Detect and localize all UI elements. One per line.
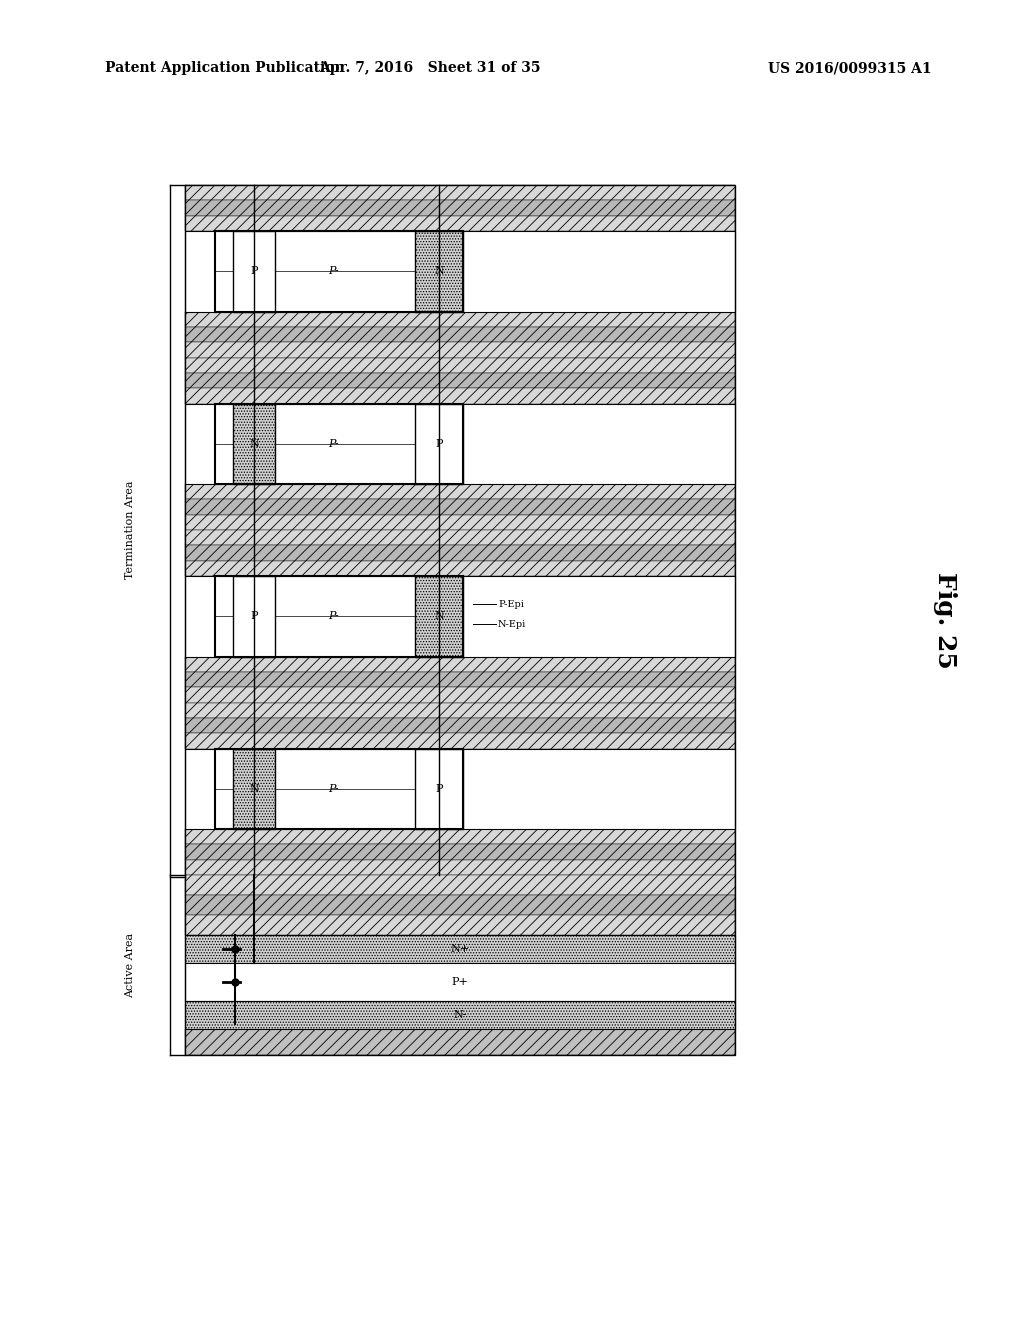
Bar bbox=[215, 576, 463, 656]
Bar bbox=[185, 859, 735, 875]
Text: Termination Area: Termination Area bbox=[125, 480, 135, 579]
Bar bbox=[185, 561, 735, 576]
Bar bbox=[185, 718, 735, 733]
Bar bbox=[185, 1001, 735, 1030]
Bar bbox=[185, 829, 735, 845]
Bar bbox=[185, 915, 735, 935]
Bar bbox=[185, 748, 735, 829]
Bar bbox=[185, 215, 735, 231]
Bar bbox=[415, 231, 463, 312]
Bar bbox=[185, 576, 735, 656]
Text: P: P bbox=[250, 267, 258, 276]
Text: P-: P- bbox=[328, 438, 338, 449]
Bar bbox=[185, 656, 735, 672]
Bar bbox=[185, 531, 735, 545]
Bar bbox=[185, 688, 735, 702]
Text: US 2016/0099315 A1: US 2016/0099315 A1 bbox=[768, 61, 932, 75]
Text: P-: P- bbox=[328, 784, 338, 793]
Bar bbox=[185, 231, 735, 312]
Text: N: N bbox=[249, 784, 259, 793]
Bar bbox=[185, 388, 735, 404]
Bar bbox=[415, 748, 463, 829]
Bar bbox=[185, 702, 735, 718]
Bar bbox=[185, 372, 735, 388]
Text: N: N bbox=[434, 267, 443, 276]
Bar bbox=[215, 231, 463, 312]
Bar bbox=[185, 515, 735, 531]
Bar bbox=[185, 545, 735, 561]
Bar bbox=[233, 748, 275, 829]
Bar bbox=[185, 499, 735, 515]
Bar bbox=[185, 312, 735, 327]
Text: N+: N+ bbox=[451, 944, 470, 954]
Text: P-: P- bbox=[328, 267, 338, 276]
Bar bbox=[185, 185, 735, 1055]
Text: Apr. 7, 2016   Sheet 31 of 35: Apr. 7, 2016 Sheet 31 of 35 bbox=[319, 61, 541, 75]
Bar bbox=[185, 1030, 735, 1055]
Bar bbox=[185, 672, 735, 688]
Text: Patent Application Publication: Patent Application Publication bbox=[105, 61, 345, 75]
Text: N: N bbox=[249, 438, 259, 449]
Bar bbox=[185, 875, 735, 895]
Bar bbox=[185, 484, 735, 499]
Text: P-: P- bbox=[328, 611, 338, 622]
Text: P: P bbox=[435, 438, 442, 449]
Text: P: P bbox=[250, 611, 258, 622]
Text: Fig. 25: Fig. 25 bbox=[933, 572, 957, 668]
Bar bbox=[185, 201, 735, 215]
Bar bbox=[215, 748, 463, 829]
Bar bbox=[233, 404, 275, 484]
Bar bbox=[185, 845, 735, 859]
Text: N-Epi: N-Epi bbox=[498, 620, 526, 628]
Bar bbox=[185, 404, 735, 484]
Bar bbox=[415, 404, 463, 484]
Text: Active Area: Active Area bbox=[125, 932, 135, 998]
Bar bbox=[185, 185, 735, 875]
Bar bbox=[233, 231, 275, 312]
Text: N: N bbox=[434, 611, 443, 622]
Bar bbox=[185, 185, 735, 201]
Text: P-Epi: P-Epi bbox=[498, 599, 524, 609]
Bar bbox=[185, 935, 735, 964]
Text: P: P bbox=[435, 784, 442, 793]
Bar bbox=[185, 895, 735, 915]
Bar bbox=[185, 358, 735, 372]
Bar bbox=[185, 964, 735, 1001]
Bar bbox=[185, 327, 735, 342]
Bar bbox=[215, 404, 463, 484]
Bar bbox=[185, 342, 735, 358]
Text: N-: N- bbox=[454, 1010, 467, 1020]
Bar bbox=[233, 576, 275, 656]
Text: P+: P+ bbox=[452, 977, 468, 987]
Bar bbox=[415, 576, 463, 656]
Bar bbox=[185, 733, 735, 748]
